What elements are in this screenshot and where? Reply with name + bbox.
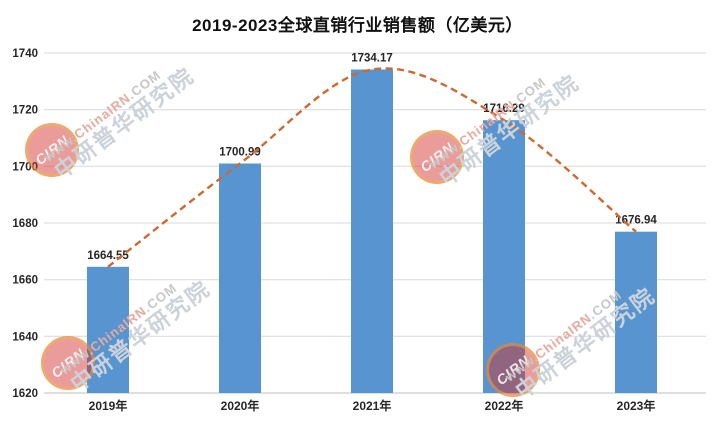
bar bbox=[351, 69, 393, 393]
y-axis-label: 1680 bbox=[12, 218, 38, 230]
bar bbox=[483, 120, 525, 393]
bar-data-label: 1700.99 bbox=[219, 147, 261, 159]
x-axis-label: 2022年 bbox=[485, 398, 524, 413]
bar-data-label: 1716.29 bbox=[483, 103, 525, 115]
x-axis-label: 2020年 bbox=[221, 398, 260, 413]
x-axis-label: 2019年 bbox=[89, 398, 128, 413]
trendline bbox=[107, 67, 637, 268]
x-axis-label: 2023年 bbox=[617, 398, 656, 413]
y-axis-label: 1740 bbox=[12, 48, 38, 60]
y-axis-label: 1620 bbox=[12, 388, 38, 400]
bar-data-label: 1676.94 bbox=[615, 215, 657, 227]
y-axis-label: 1660 bbox=[12, 275, 38, 287]
x-axis-label: 2021年 bbox=[353, 398, 392, 413]
bar bbox=[87, 266, 129, 393]
y-axis-label: 1640 bbox=[12, 331, 38, 343]
bar bbox=[615, 231, 657, 393]
bar-data-label: 1734.17 bbox=[351, 53, 393, 65]
y-axis-label: 1720 bbox=[12, 105, 38, 117]
y-axis-label: 1700 bbox=[12, 161, 38, 173]
bar-data-label: 1664.55 bbox=[87, 250, 129, 262]
chart-title: 2019-2023全球直销行业销售额（亿美元） bbox=[192, 16, 523, 35]
bar bbox=[219, 163, 261, 393]
